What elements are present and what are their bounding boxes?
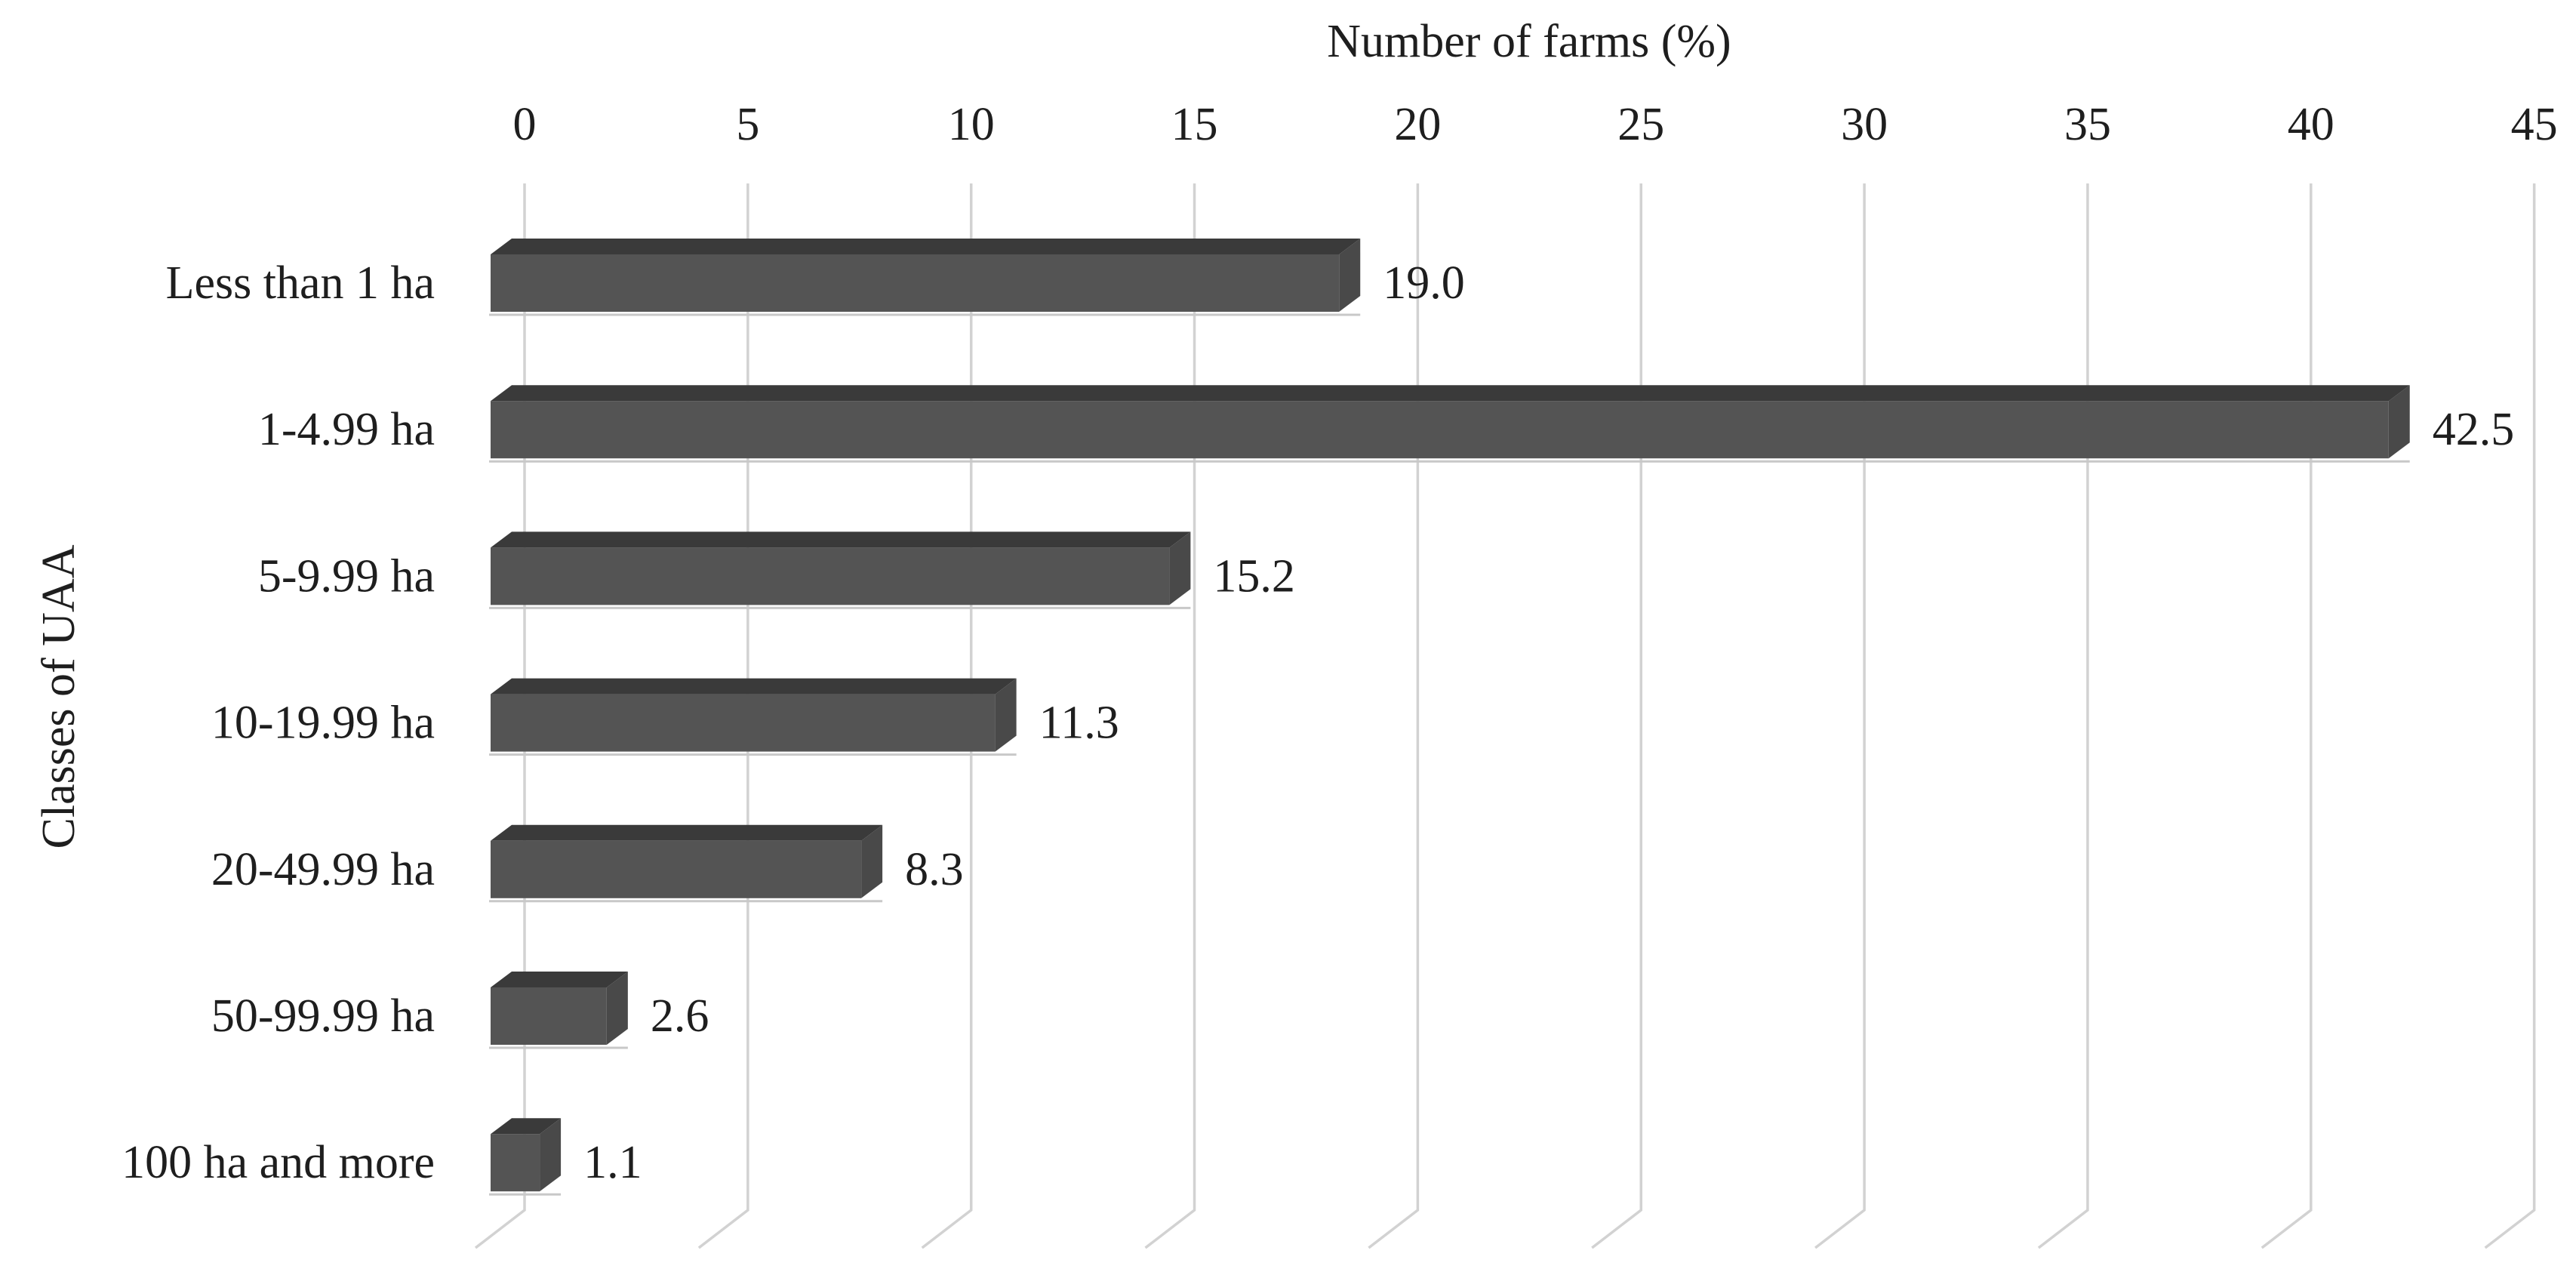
y-axis-title: Classes of UAA (33, 544, 85, 849)
x-tick-label: 45 (2511, 99, 2558, 150)
category-label: 1-4.99 ha (258, 404, 435, 455)
bar-top-face (491, 678, 1017, 695)
gridline (2484, 183, 2536, 1249)
gridline (1814, 183, 1866, 1249)
value-label: 2.6 (651, 990, 709, 1042)
bar (489, 531, 1191, 609)
bar-front-face (491, 401, 2389, 459)
category-label: Less than 1 ha (166, 257, 435, 309)
category-label: 5-9.99 ha (258, 550, 435, 602)
gridline (697, 183, 749, 1249)
gridline (474, 183, 526, 1249)
gridline (2037, 183, 2089, 1249)
gridlines (474, 183, 2536, 1249)
category-label: 100 ha and more (122, 1137, 435, 1188)
category-label: 50-99.99 ha (211, 990, 435, 1042)
gridline (2261, 183, 2313, 1249)
x-tick-labels: 0 5 10 15 20 25 30 35 40 45 (513, 99, 2558, 150)
bar-side-face (1339, 239, 1361, 312)
value-labels: 19.0 42.5 15.2 11.3 8.3 2.6 1.1 (583, 257, 2514, 1188)
x-tick-label: 30 (1841, 99, 1888, 150)
bar-top-face (491, 531, 1191, 548)
bar-side-face (861, 824, 883, 898)
bar-front-face (491, 694, 996, 752)
bar-top-face (491, 239, 1361, 254)
value-label: 19.0 (1383, 257, 1465, 309)
x-tick-label: 5 (736, 99, 759, 150)
x-tick-label: 15 (1171, 99, 1218, 150)
bar-front-face (491, 987, 607, 1045)
bar (489, 824, 883, 903)
x-tick-label: 40 (2288, 99, 2334, 150)
value-label: 15.2 (1213, 550, 1295, 602)
x-tick-label: 35 (2064, 99, 2111, 150)
value-label: 42.5 (2433, 404, 2515, 455)
gridline (1144, 183, 1196, 1249)
bar (489, 1118, 562, 1196)
bar-top-face (491, 824, 883, 841)
x-tick-label: 10 (948, 99, 995, 150)
category-label: 10-19.99 ha (211, 698, 435, 749)
bar-front-face (491, 547, 1170, 605)
bar-side-face (540, 1118, 562, 1192)
gridline (1591, 183, 1642, 1249)
gridline (1368, 183, 1420, 1249)
bar-top-face (491, 972, 628, 987)
bar-side-face (606, 972, 628, 1045)
bar-top-face (491, 385, 2410, 402)
bar (489, 385, 2410, 463)
value-label: 8.3 (905, 844, 964, 895)
gridline (921, 183, 973, 1249)
value-label: 1.1 (583, 1137, 642, 1188)
bar-side-face (995, 678, 1017, 752)
value-label: 11.3 (1039, 698, 1119, 749)
bar (489, 678, 1017, 756)
bar-front-face (491, 1134, 540, 1192)
x-tick-label: 0 (513, 99, 537, 150)
bar-side-face (2388, 385, 2410, 459)
category-labels: Less than 1 ha 1-4.99 ha 5-9.99 ha 10-19.99… (122, 257, 435, 1188)
bar-front-face (491, 254, 1340, 312)
category-label: 20-49.99 ha (211, 844, 435, 895)
bar-top-face (491, 1118, 562, 1135)
x-tick-label: 25 (1617, 99, 1664, 150)
bar (489, 972, 628, 1049)
x-axis-title: Number of farms (%) (1327, 16, 1731, 67)
x-tick-label: 20 (1394, 99, 1441, 150)
bar-side-face (1169, 531, 1191, 605)
bars (489, 239, 2410, 1196)
bar-front-face (491, 840, 862, 898)
bar (489, 239, 1361, 316)
